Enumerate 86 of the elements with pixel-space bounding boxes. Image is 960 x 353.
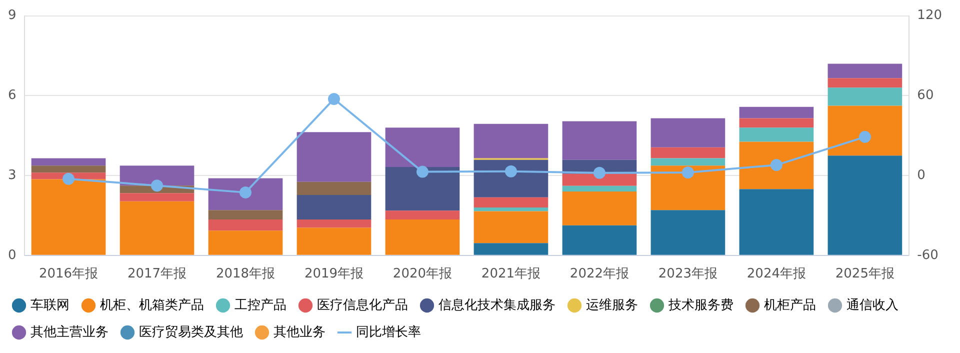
bar — [650, 147, 726, 158]
legend-label: 同比增长率 — [356, 324, 421, 340]
y-tick-label: 3 — [8, 168, 16, 183]
bar — [828, 64, 902, 78]
bar — [296, 132, 372, 182]
x-tick-label: 2024年报 — [746, 266, 806, 282]
x-tick-label: 2018年报 — [216, 266, 276, 282]
x-tick-label: 2023年报 — [658, 266, 718, 282]
point — [770, 159, 782, 172]
bar — [31, 179, 106, 255]
bar — [120, 201, 194, 255]
y2-tick-label: 120 — [917, 8, 942, 24]
bar — [208, 219, 283, 231]
legend-label: 其他业务 — [274, 324, 326, 340]
point — [858, 130, 871, 143]
point — [240, 186, 252, 198]
bar — [739, 118, 814, 128]
x-tick-label: 2017年报 — [127, 266, 187, 282]
bar — [828, 78, 902, 88]
bar — [474, 160, 548, 198]
bar — [562, 192, 637, 226]
legend-label: 机柜、机箱类产品 — [100, 298, 204, 313]
bar — [562, 225, 637, 255]
legend-label: 运维服务 — [586, 298, 638, 313]
bar — [650, 210, 726, 255]
bar — [31, 158, 106, 166]
bar — [296, 219, 372, 228]
point — [151, 180, 164, 192]
bar — [474, 124, 548, 158]
bar — [296, 194, 372, 220]
point — [328, 92, 340, 105]
bar — [562, 174, 637, 186]
legend-label: 技术服务费 — [668, 298, 734, 313]
bar — [828, 156, 902, 255]
bar — [828, 88, 902, 106]
bar — [739, 106, 814, 118]
bar — [120, 166, 194, 186]
y-tick-label: 9 — [8, 8, 16, 24]
bar — [385, 210, 460, 220]
bar — [474, 207, 548, 212]
bar — [208, 230, 283, 255]
x-tick-label: 2021年报 — [481, 266, 541, 282]
y2-tick-label: 0 — [917, 168, 926, 183]
y2-tick-label: -60 — [917, 248, 938, 263]
x-tick-label: 2016年报 — [38, 266, 98, 282]
bar — [385, 167, 460, 211]
bar — [650, 166, 726, 210]
y-tick-label: 6 — [8, 88, 16, 104]
legend-label: 信息化技术集成服务 — [438, 298, 556, 313]
legend-label: 通信收入 — [846, 298, 898, 313]
bar — [739, 142, 814, 190]
y-tick-label: 0 — [8, 248, 16, 263]
bar — [385, 128, 460, 168]
bar — [474, 243, 548, 255]
point — [682, 166, 694, 178]
x-tick-label: 2020年报 — [392, 266, 452, 282]
bar — [296, 182, 372, 195]
bar — [650, 118, 726, 148]
bar — [474, 197, 548, 208]
x-tick-label: 2022年报 — [570, 266, 630, 282]
x-tick-label: 2019年报 — [304, 266, 364, 282]
point — [504, 165, 517, 178]
point — [62, 172, 75, 185]
bar — [120, 193, 194, 202]
bar — [208, 178, 283, 210]
bar — [31, 166, 106, 173]
bar — [208, 210, 283, 220]
legend-label: 其他主营业务 — [30, 324, 108, 340]
bar — [739, 189, 814, 255]
bar — [474, 211, 548, 244]
legend-label: 机柜产品 — [764, 298, 816, 313]
bar — [296, 228, 372, 255]
point — [593, 166, 606, 179]
x-tick-label: 2025年报 — [835, 266, 894, 282]
bar — [650, 158, 726, 166]
bar — [562, 121, 637, 160]
legend-label: 工控产品 — [234, 298, 286, 313]
bar — [739, 128, 814, 142]
point — [416, 166, 428, 178]
bar — [828, 106, 902, 156]
bar — [562, 186, 637, 192]
legend-label: 医疗信息化产品 — [317, 298, 408, 313]
legend-label: 医疗贸易类及其他 — [139, 324, 243, 340]
y2-tick-label: 60 — [917, 88, 934, 104]
legend-label: 车联网 — [30, 298, 70, 313]
bar — [385, 219, 460, 255]
